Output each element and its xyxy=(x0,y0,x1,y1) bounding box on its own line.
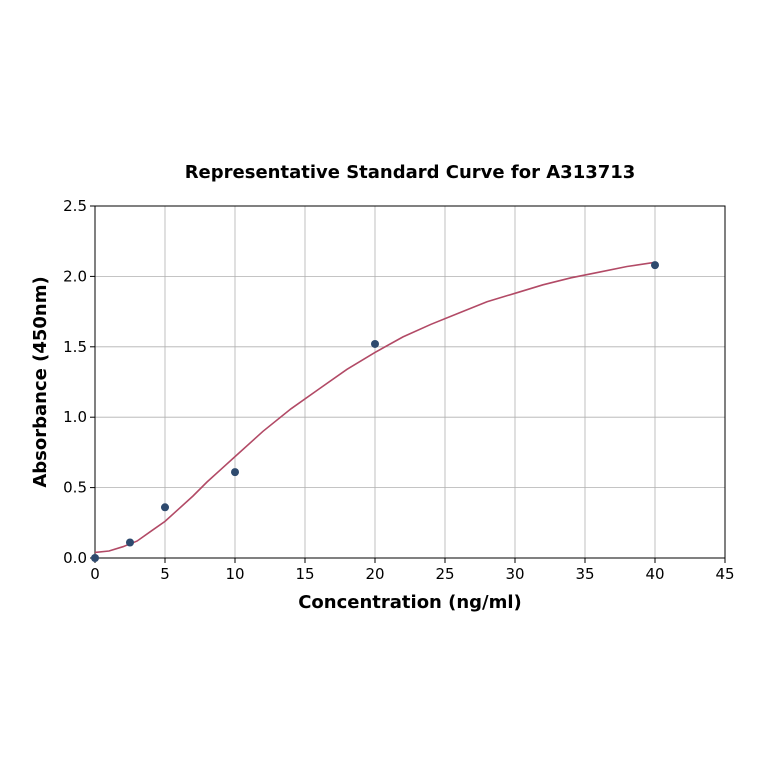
y-tick-label: 1.0 xyxy=(63,408,87,426)
x-tick-label: 45 xyxy=(715,565,734,583)
x-tick-label: 5 xyxy=(160,565,170,583)
y-tick-label: 2.0 xyxy=(63,267,87,285)
x-axis-label: Concentration (ng/ml) xyxy=(298,592,522,613)
data-point xyxy=(161,503,169,512)
x-tick-label: 10 xyxy=(225,565,244,583)
x-tick-label: 0 xyxy=(90,565,100,583)
y-axis-label: Absorbance (450nm) xyxy=(30,276,51,487)
data-point xyxy=(231,468,239,477)
data-point xyxy=(651,261,659,270)
x-tick-label: 25 xyxy=(435,565,454,583)
x-tick-label: 20 xyxy=(365,565,384,583)
chart-title: Representative Standard Curve for A31371… xyxy=(185,162,636,183)
grid-lines xyxy=(94,205,726,559)
x-tick-label: 30 xyxy=(505,565,524,583)
x-tick-label: 35 xyxy=(575,565,594,583)
axis-ticks: 0 5 10 15 20 25 30 35 40 45 0.0 0.5 1.0 1.5 2.0 2.5 xyxy=(63,197,734,583)
plot-frame xyxy=(94,205,726,559)
data-points xyxy=(91,261,659,562)
fit-curve xyxy=(94,261,656,554)
x-tick-label: 15 xyxy=(295,565,314,583)
x-tick-label: 40 xyxy=(645,565,664,583)
y-tick-label: 2.5 xyxy=(63,197,87,215)
y-tick-label: 0.5 xyxy=(63,479,87,497)
y-tick-label: 1.5 xyxy=(63,338,87,356)
fit-curve-layer xyxy=(94,261,656,554)
data-point xyxy=(91,554,99,562)
y-tick-label: 0.0 xyxy=(63,549,87,567)
data-point xyxy=(126,538,134,547)
data-point xyxy=(371,339,379,348)
